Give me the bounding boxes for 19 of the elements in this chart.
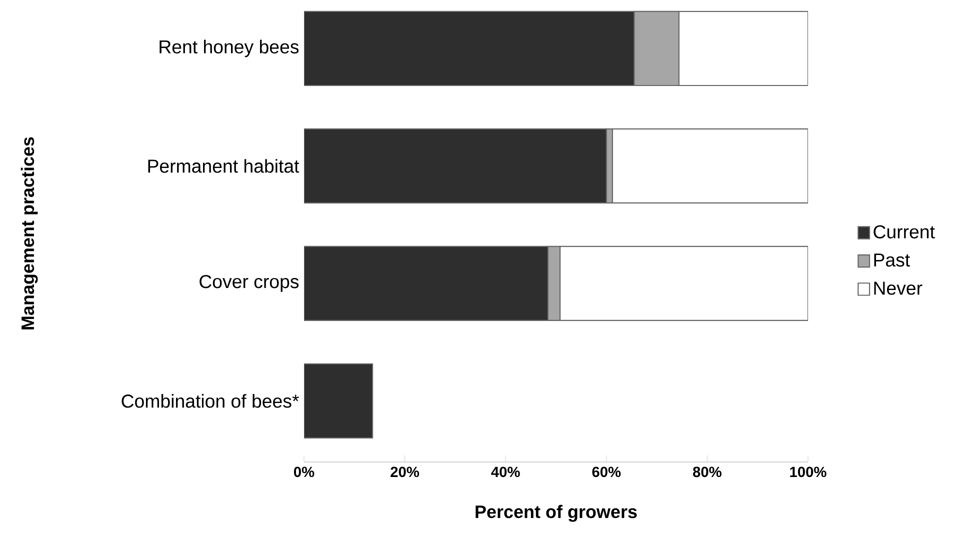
y-axis-title: Management practices — [20, 137, 38, 330]
bar — [304, 363, 374, 438]
legend-label: Current — [874, 225, 935, 238]
x-tick-label: 80% — [692, 466, 722, 478]
x-tick-label: 100% — [790, 466, 826, 478]
x-tick-label: 40% — [491, 466, 520, 478]
legend-label: Never — [874, 282, 922, 295]
y-tick-label: Permanent habitat — [148, 159, 300, 173]
x-axis-title: Percent of growers — [476, 504, 637, 522]
bar — [304, 246, 548, 321]
bar — [304, 128, 607, 204]
bar — [304, 10, 635, 86]
y-tick-label: Rent honey bees — [160, 40, 299, 58]
y-tick-label: Cover crops — [200, 274, 299, 292]
y-tick-label: Combination of bees* — [122, 394, 299, 408]
x-tick-label: 20% — [390, 466, 420, 478]
legend-label: Past — [874, 254, 910, 267]
x-tick-label: 60% — [592, 466, 621, 478]
x-tick-label: 0% — [294, 466, 314, 478]
